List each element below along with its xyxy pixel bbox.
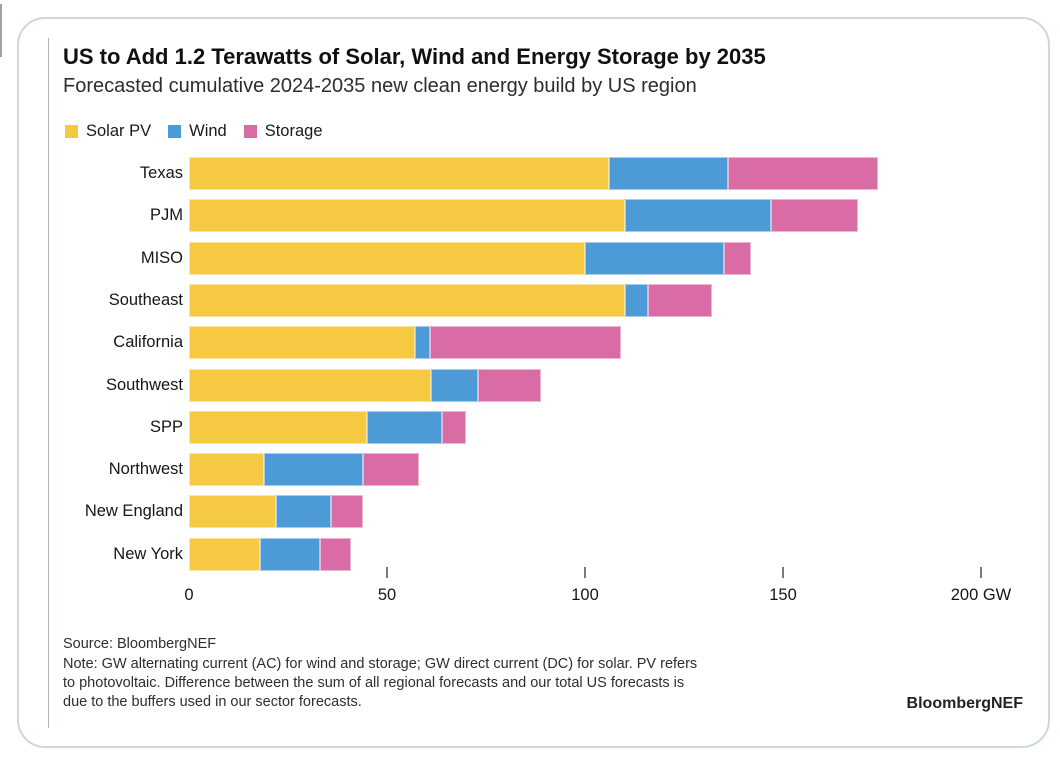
note-text: Note: GW alternating current (AC) for wi… [63,655,697,712]
bar-row: PJM [0,199,1060,232]
axis-tick-label: 150 [769,586,797,604]
legend-item: Storage [243,122,323,141]
legend-label: Wind [189,122,227,140]
bar-segment-solar-pv [189,495,277,528]
bar-segment-wind [264,453,364,486]
region-label: MISO [140,249,183,267]
note-line-2: to photovoltaic. Difference between the … [63,675,685,691]
region-label: Texas [139,164,183,182]
bar-segment-wind [276,495,332,528]
legend-swatch [168,125,182,138]
bar-segment-solar-pv [189,411,368,444]
chart-subtitle: Forecasted cumulative 2024-2035 new clea… [63,75,697,97]
bar-row: Northwest [0,453,1060,486]
bar-track [189,284,712,317]
axis-tick [584,567,586,578]
source-text: Source: BloombergNEF [63,636,217,652]
bar-segment-solar-pv [189,453,265,486]
bar-row: New England [0,495,1060,528]
bar-row: MISO [0,242,1060,275]
bar-segment-solar-pv [189,157,609,190]
bar-row: Southeast [0,284,1060,317]
note-line-1: Note: GW alternating current (AC) for wi… [63,656,698,672]
bar-row: California [0,326,1060,359]
bar-segment-solar-pv [189,199,625,232]
bar-track [189,495,364,528]
region-label: New York [113,545,183,563]
bar-track [189,199,859,232]
axis-tick [782,567,784,578]
legend: Solar PV Wind Storage [65,122,323,141]
axis-tick [386,567,388,578]
bar-segment-wind [430,369,479,402]
bar-segment-solar-pv [189,369,431,402]
bar-row: SPP [0,411,1060,444]
region-label: Southeast [108,291,183,309]
bar-row: Texas [0,157,1060,190]
region-label: New England [84,502,183,520]
axis-tick [980,567,982,578]
bar-track [189,411,467,444]
region-label: PJM [150,206,183,224]
note-line-3: due to the buffers used in our sector fo… [63,694,362,710]
axis-tick-label: 0 [184,586,194,604]
brand-logo: BloombergNEF [906,695,1023,712]
bar-segment-solar-pv [189,242,585,275]
bar-segment-storage [727,157,879,190]
bar-segment-storage [442,411,467,444]
region-label: SPP [149,418,183,436]
bar-segment-wind [260,538,320,571]
bar-segment-storage [723,242,752,275]
region-label: Southwest [105,376,183,394]
bar-row: Southwest [0,369,1060,402]
legend-label: Solar PV [86,122,152,140]
axis-tick-label: 100 [571,586,599,604]
axis-tick-label: 200 GW [950,586,1012,604]
axis-tick-label: 50 [377,586,397,604]
legend-swatch [243,125,257,138]
legend-swatch [65,125,78,138]
legend-item: Solar PV [65,122,151,141]
bar-segment-storage [478,369,542,402]
bar-track [189,453,419,486]
bar-track [189,326,621,359]
bar-segment-wind [608,157,728,190]
bar-track [189,242,752,275]
bar-segment-solar-pv [189,538,261,571]
bar-track [189,538,352,571]
region-label: Northwest [108,460,183,478]
bar-segment-wind [367,411,443,444]
bar-track [189,369,542,402]
chart-title: US to Add 1.2 Terawatts of Solar, Wind a… [63,44,766,69]
bar-row: New York [0,538,1060,571]
bar-segment-solar-pv [189,326,415,359]
legend-label: Storage [264,122,323,140]
bar-segment-storage [363,453,419,486]
window-edge-artifact [0,4,2,57]
bar-segment-storage [319,538,352,571]
bar-segment-storage [771,199,859,232]
bar-segment-wind [585,242,724,275]
bar-segment-storage [331,495,364,528]
bar-segment-wind [414,326,431,359]
bar-segment-storage [648,284,712,317]
legend-item: Wind [168,122,227,141]
bar-segment-solar-pv [189,284,625,317]
card-left-rule [48,38,49,728]
bar-segment-wind [624,284,649,317]
bar-track [189,157,879,190]
bar-segment-wind [624,199,772,232]
region-label: California [113,333,183,351]
bar-segment-storage [430,326,621,359]
